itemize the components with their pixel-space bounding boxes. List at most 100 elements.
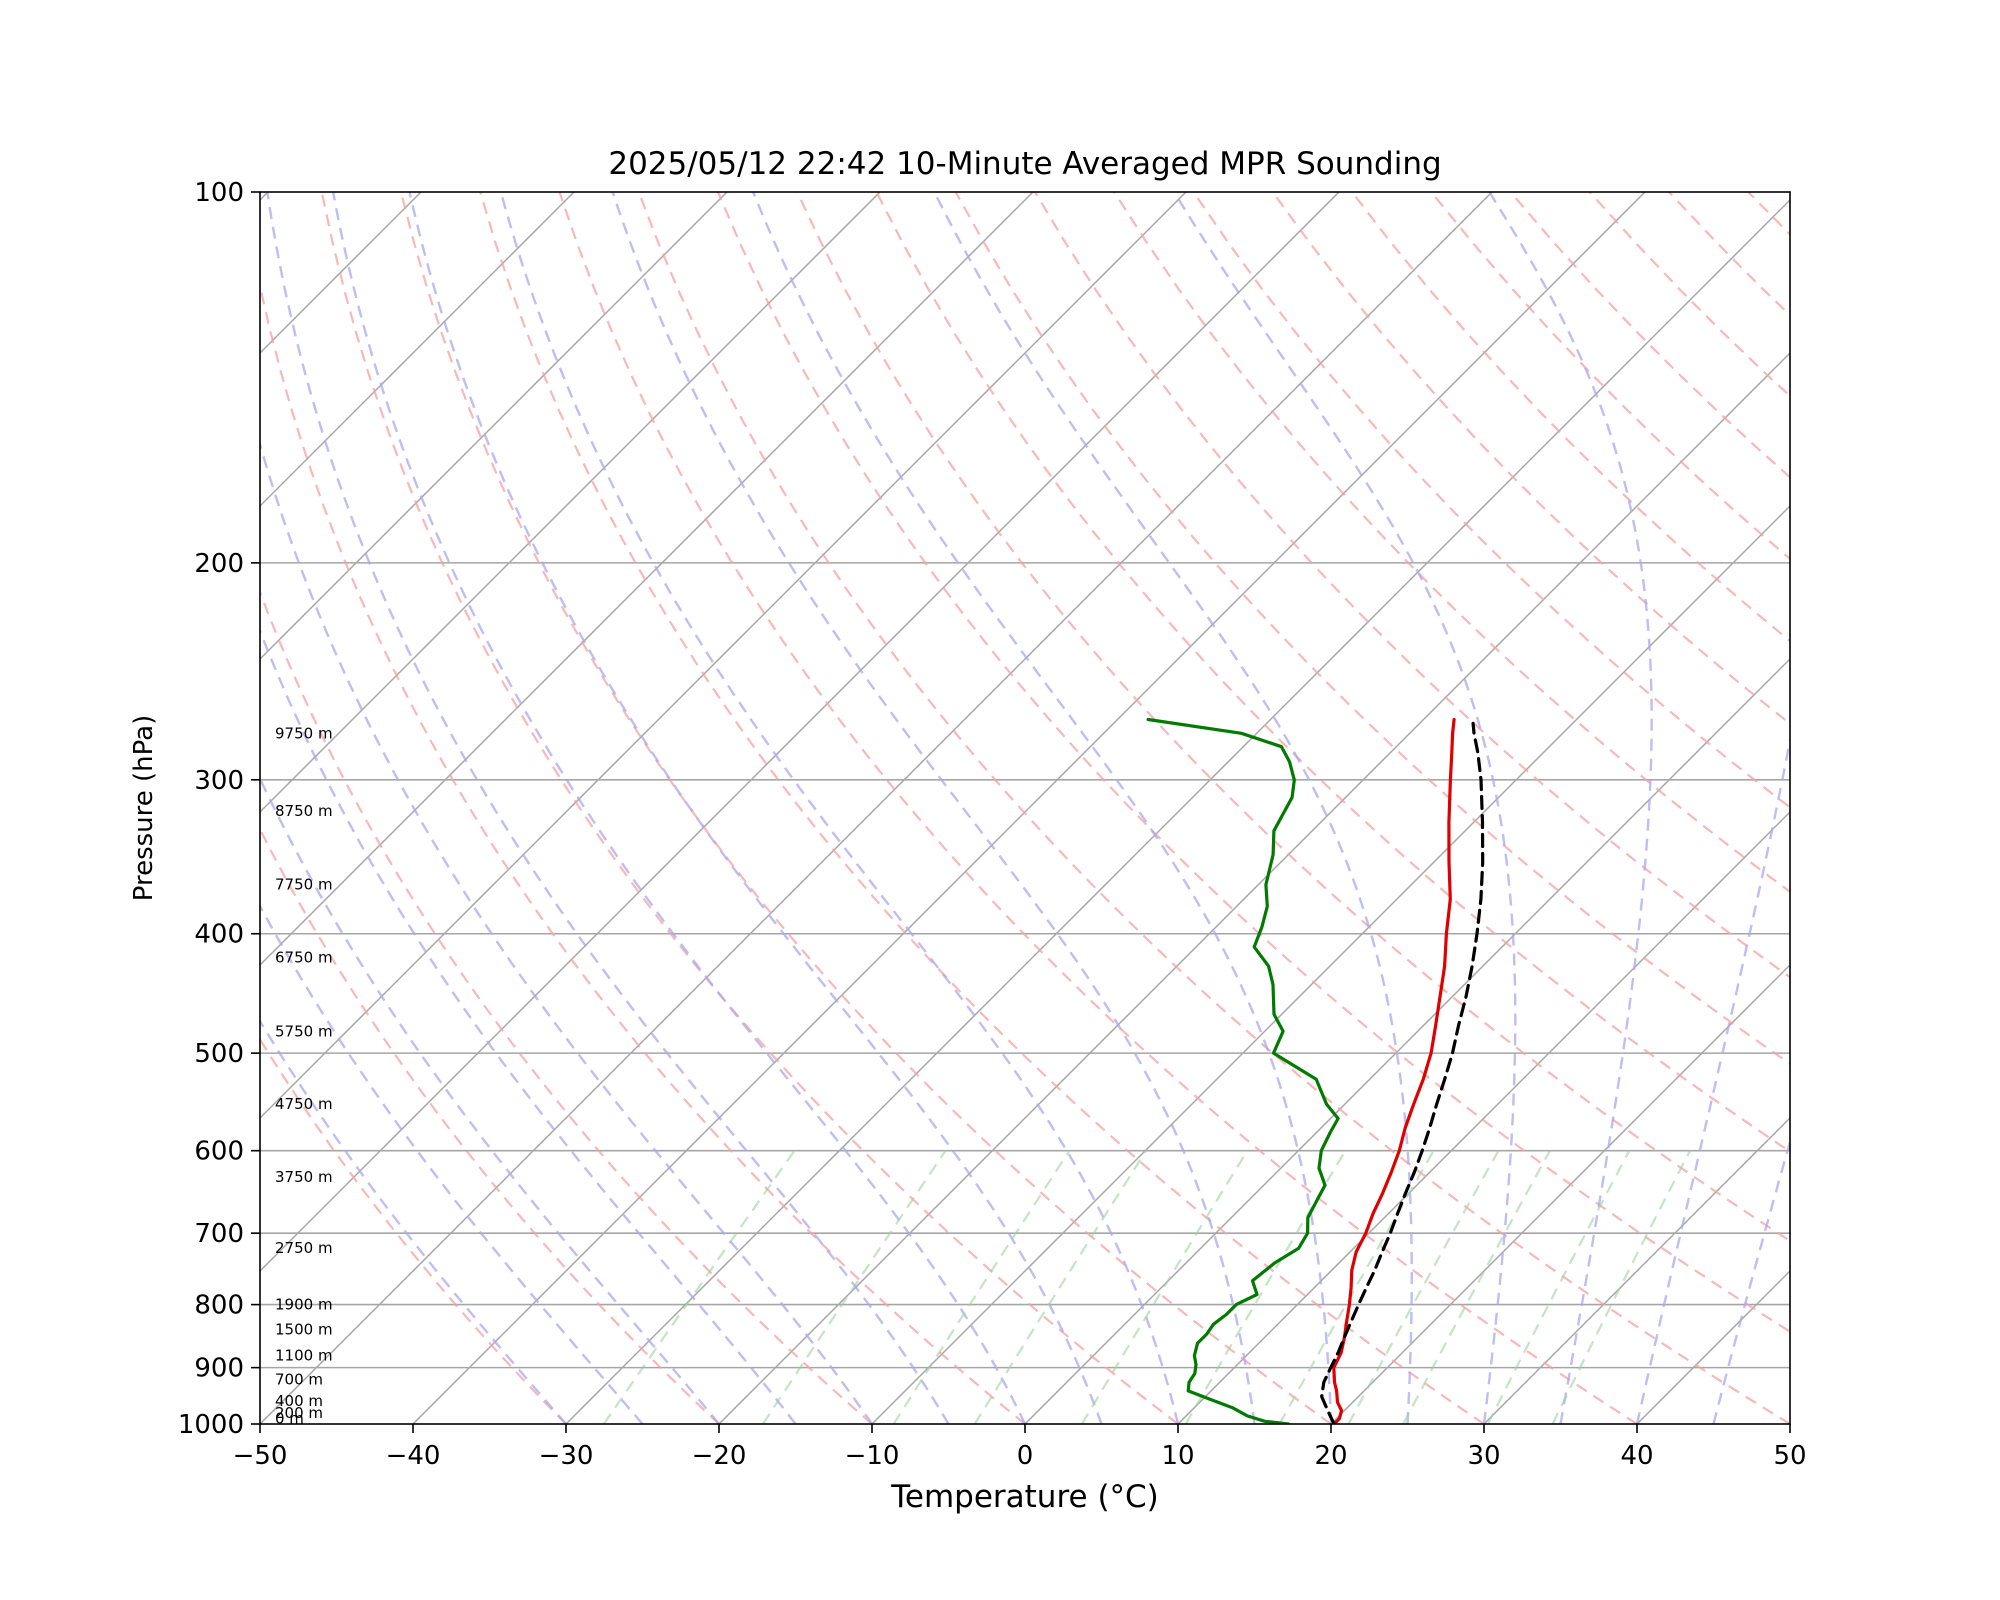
dry-adiabat-line (1113, 192, 1790, 894)
moist-adiabat-line (260, 440, 873, 1424)
isotherm-line (565, 198, 1790, 1424)
x-tick-label: 30 (1467, 1441, 1500, 1471)
height-label: 5750 m (275, 1022, 333, 1040)
isotherm-line (0, 192, 115, 1424)
y-axis-ticks: 100 200 300 400 500 600 700 800 900 1000 (178, 178, 260, 1440)
mixing-ratio-line (1486, 1150, 1631, 1424)
dewpoint-line (1146, 717, 1340, 1424)
y-tick-label: 100 (194, 178, 244, 208)
y-tick-label: 400 (194, 920, 244, 950)
y-tick-label: 200 (194, 549, 244, 579)
mixing-ratio-line (761, 1150, 947, 1424)
mixing-ratio-line (1080, 1150, 1249, 1424)
dry-adiabat-line (260, 280, 1026, 1424)
height-label: 1900 m (275, 1296, 333, 1314)
series-layer (1146, 717, 1485, 1424)
moist-adiabat-line (331, 192, 1027, 1424)
height-label: 0 m (275, 1410, 304, 1428)
isotherm-line (260, 192, 1187, 1120)
y-tick-label: 500 (194, 1039, 244, 1069)
moist-adiabat-line (1173, 192, 1517, 1424)
moist-adiabat-line (260, 903, 644, 1424)
height-label: 9750 m (275, 724, 333, 742)
moist-adiabat-line (260, 627, 797, 1424)
dry-adiabat-line (1668, 192, 1790, 317)
mixing-ratio-line (1551, 1150, 1691, 1424)
x-tick-label: −20 (692, 1441, 747, 1471)
dry-adiabat-line (320, 192, 1179, 1424)
height-label: 1100 m (275, 1347, 333, 1365)
dry-adiabat-line (1271, 192, 1790, 726)
x-tick-label: 20 (1314, 1441, 1347, 1471)
moist-adiabat-line (1635, 734, 1790, 1424)
height-label: 3750 m (275, 1168, 333, 1186)
isotherm-line (1789, 1422, 1790, 1424)
chart-title: 2025/05/12 22:42 10-Minute Averaged MPR … (608, 146, 1441, 182)
moist-adiabat-line (611, 192, 1256, 1424)
x-tick-label: −10 (845, 1441, 900, 1471)
isotherm-line (412, 192, 1646, 1424)
parcel-line (1320, 721, 1485, 1424)
x-tick-label: −50 (233, 1441, 288, 1471)
temperature-line (1332, 717, 1456, 1424)
height-label: 2750 m (275, 1239, 333, 1257)
moist-adiabat-line (499, 192, 1180, 1424)
plot-frame (259, 191, 1791, 1425)
height-label: 6750 m (275, 948, 333, 966)
dry-adiabat-line (637, 192, 1790, 1424)
isotherm-line (718, 351, 1790, 1424)
x-tick-label: 50 (1773, 1441, 1806, 1471)
x-axis-label: Temperature (°C) (890, 1479, 1159, 1515)
moist-adiabat-line (751, 192, 1333, 1424)
x-tick-label: −30 (539, 1441, 594, 1471)
moist-adiabat-line (408, 192, 1103, 1424)
x-tick-label: 40 (1620, 1441, 1653, 1471)
isotherm-line (260, 192, 1034, 967)
mixing-ratio-line (1402, 1150, 1551, 1424)
y-tick-label: 700 (194, 1219, 244, 1249)
y-tick-label: 600 (194, 1137, 244, 1167)
dry-adiabat-line (1509, 192, 1790, 479)
y-tick-label: 1000 (178, 1410, 244, 1440)
mixing-ratio-line (973, 1150, 1148, 1424)
dry-adiabat-line (1828, 192, 2000, 1424)
dry-adiabat-line (260, 589, 873, 1424)
isotherm-line (260, 192, 728, 661)
isotherm-line (1943, 192, 2000, 1424)
isotherm-line (1636, 1269, 1790, 1424)
y-tick-label: 300 (194, 766, 244, 796)
dry-adiabat-line (399, 192, 1332, 1424)
dry-adiabat-line (260, 826, 720, 1424)
dry-adiabat-line (1588, 192, 1790, 398)
isotherm-line (1024, 657, 1790, 1424)
mixing-ratio-line (602, 1150, 796, 1424)
moist-adiabat-line (1712, 1137, 1790, 1424)
isotherm-line (1177, 810, 1790, 1424)
isotherm-line (1330, 963, 1790, 1424)
mixing-ratio-line (1347, 1150, 1500, 1424)
x-axis-ticks: −50 −40 −30 −20 −10 0 10 20 30 40 50 (233, 1424, 1807, 1471)
height-label: 400 m (275, 1392, 323, 1410)
height-label: 4750 m (275, 1095, 333, 1113)
dry-adiabat-line (479, 192, 1485, 1424)
mixing-ratio-line (892, 1150, 1071, 1424)
height-label: 8750 m (275, 802, 333, 820)
mixing-ratio-line (1278, 1150, 1435, 1424)
dry-adiabat-line (954, 192, 1790, 1066)
moist-adiabat-line (1488, 192, 1653, 1424)
y-tick-label: 900 (194, 1354, 244, 1384)
dry-adiabat-line (558, 192, 1638, 1424)
x-tick-label: 10 (1161, 1441, 1194, 1471)
dry-adiabat-line (875, 192, 1790, 1153)
isotherm-line (260, 192, 1340, 1273)
x-tick-label: 0 (1017, 1441, 1034, 1471)
y-tick-label: 800 (194, 1291, 244, 1321)
dry-adiabat-line (716, 192, 1790, 1333)
y-axis-label: Pressure (hPa) (129, 715, 159, 902)
dry-adiabat-line (1034, 192, 1790, 979)
isotherm-line (260, 192, 575, 508)
isotherm-line (871, 504, 1790, 1424)
height-label: 1500 m (275, 1320, 333, 1338)
